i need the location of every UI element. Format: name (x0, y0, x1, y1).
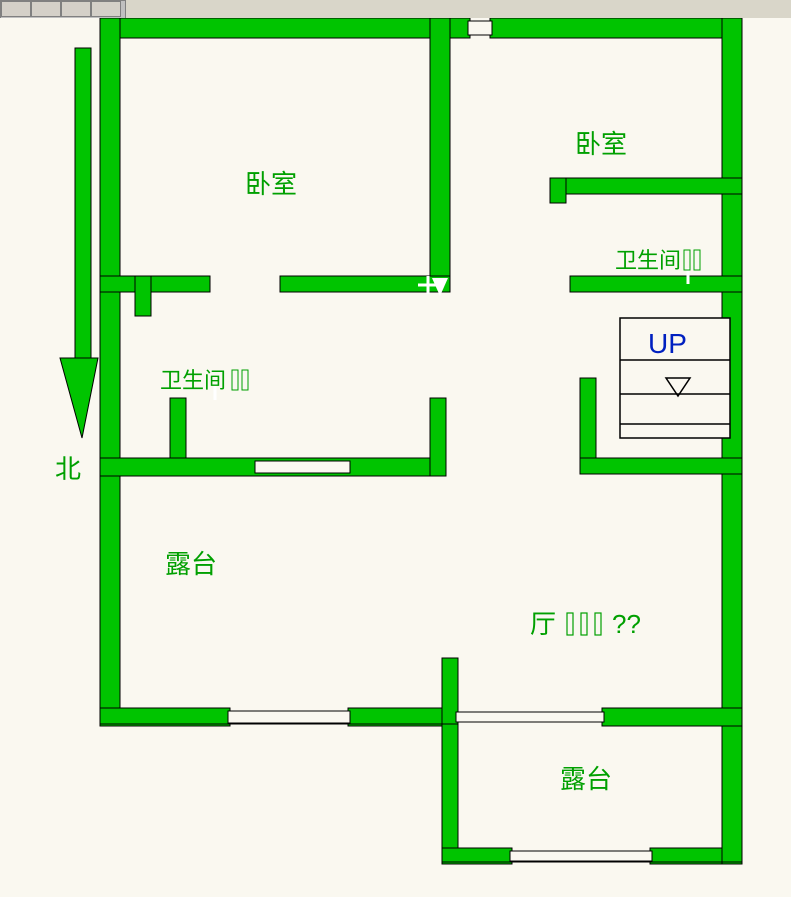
hall-placeholder-box (595, 613, 601, 635)
hall-placeholder-box (567, 613, 573, 635)
toolbar-button[interactable] (61, 1, 91, 17)
label-hall-suffix: ?? (612, 609, 641, 639)
placeholder-box (232, 370, 238, 390)
toolbar-button[interactable] (91, 1, 121, 17)
floorplan-svg: UP 北卧室卧室卫生间卫生间露台露台厅?? (0, 18, 791, 897)
label-terrace_bottom: 露台 (560, 764, 612, 794)
wall (580, 458, 742, 474)
wall (135, 276, 151, 316)
wall (490, 18, 742, 38)
window-opening (468, 21, 492, 35)
window-opening (255, 461, 350, 473)
wall (580, 378, 596, 468)
window-opening (228, 711, 350, 723)
floorplan-canvas: UP 北卧室卧室卫生间卫生间露台露台厅?? (0, 18, 791, 897)
wall (100, 276, 210, 292)
wall (550, 178, 742, 194)
label-north: 北 (55, 454, 81, 484)
hall-placeholder-box (581, 613, 587, 635)
north-arrow-shaft (75, 48, 91, 378)
wall (550, 178, 566, 203)
wall (100, 18, 120, 718)
placeholder-box (684, 250, 690, 270)
label-hall: 厅 (530, 609, 556, 639)
toolbar-button[interactable] (31, 1, 61, 17)
wall (430, 398, 446, 476)
window-opening (510, 851, 652, 861)
wall (722, 708, 742, 864)
placeholder-box (694, 250, 700, 270)
label-bathroom_right: 卫生间 (615, 248, 681, 273)
wall (100, 708, 230, 726)
wall (602, 708, 742, 726)
toolbar-button[interactable] (1, 1, 31, 17)
wall (570, 276, 742, 292)
label-bedroom_right: 卧室 (575, 129, 627, 159)
label-bedroom_left: 卧室 (245, 169, 297, 199)
wall (430, 18, 450, 288)
wall (170, 398, 186, 463)
window-opening (456, 712, 604, 722)
label-bathroom_left: 卫生间 (160, 368, 226, 393)
wall (100, 18, 470, 38)
north-arrow-head-icon (60, 358, 98, 438)
stair-up-label: UP (648, 328, 687, 359)
label-terrace_left: 露台 (165, 549, 217, 579)
toolbar-fragment (0, 0, 126, 20)
placeholder-box (242, 370, 248, 390)
wall (442, 658, 458, 858)
